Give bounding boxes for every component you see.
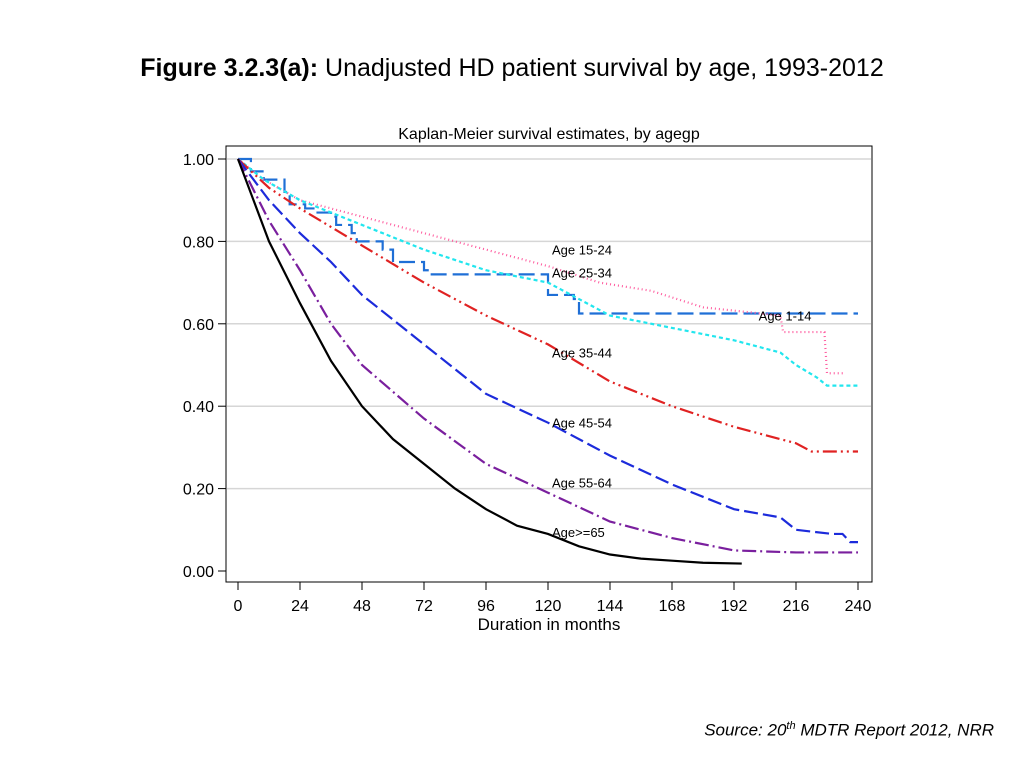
chart-title: Kaplan-Meier survival estimates, by ageg…: [398, 126, 700, 143]
series-label: Age 45-54: [552, 416, 612, 431]
x-tick-label: 24: [291, 598, 309, 615]
series-label: Age 55-64: [552, 475, 612, 490]
y-tick-label: 0.80: [183, 234, 214, 251]
source-prefix: Source: 20: [704, 720, 787, 740]
x-axis: 0 24 48 72 96 120 144 168 192 216 240: [234, 582, 872, 615]
series-label: Age 1-14: [759, 309, 812, 324]
gridlines: [227, 158, 871, 490]
y-tick-label: 0.20: [183, 482, 214, 499]
series-label: Age 15-24: [552, 243, 612, 258]
x-tick-label: 144: [597, 598, 624, 615]
series-labels: Age 1-14 Age 15-24 Age 25-34 Age 35-44 Age 4…: [552, 243, 811, 540]
y-tick-label: 1.00: [183, 152, 214, 169]
y-tick-label: 0.60: [183, 317, 214, 334]
x-axis-label: Duration in months: [478, 615, 621, 634]
series-line-age-35-44: [237, 158, 858, 453]
figure-title-rest: Unadjusted HD patient survival by age, 1…: [318, 54, 884, 82]
y-tick-label: 0.40: [183, 399, 214, 416]
x-tick-label: 120: [535, 598, 562, 615]
figure-title-lead: Figure 3.2.3(a):: [140, 54, 319, 82]
source-sup: th: [786, 720, 796, 732]
x-tick-label: 216: [783, 598, 810, 615]
y-axis: 0.00 0.20 0.40 0.60 0.80 1.00: [183, 152, 226, 581]
series-line-age-55-64: [237, 158, 858, 554]
figure-title: Figure 3.2.3(a): Unadjusted HD patient s…: [0, 52, 1024, 84]
series-label: Age 35-44: [552, 346, 612, 361]
x-tick-label: 72: [415, 598, 433, 615]
series-line-age-45-54: [237, 158, 858, 544]
x-tick-label: 0: [234, 598, 243, 615]
series-label: Age 25-34: [552, 265, 612, 280]
source-note: Source: 20th MDTR Report 2012, NRR: [704, 720, 994, 741]
series-line-age-1-14: [238, 157, 858, 315]
x-tick-label: 168: [659, 598, 686, 615]
x-tick-label: 96: [477, 598, 495, 615]
y-tick-label: 0.00: [183, 564, 214, 581]
series-line-age-65: [236, 158, 742, 565]
x-tick-label: 192: [721, 598, 748, 615]
series-layer: [236, 157, 858, 565]
x-tick-label: 48: [353, 598, 371, 615]
series-line-age-25-34: [237, 158, 858, 387]
source-suffix: MDTR Report 2012, NRR: [795, 720, 994, 740]
x-tick-label: 240: [845, 598, 872, 615]
plot-frame: [225, 145, 873, 583]
series-label: Age>=65: [552, 525, 605, 540]
